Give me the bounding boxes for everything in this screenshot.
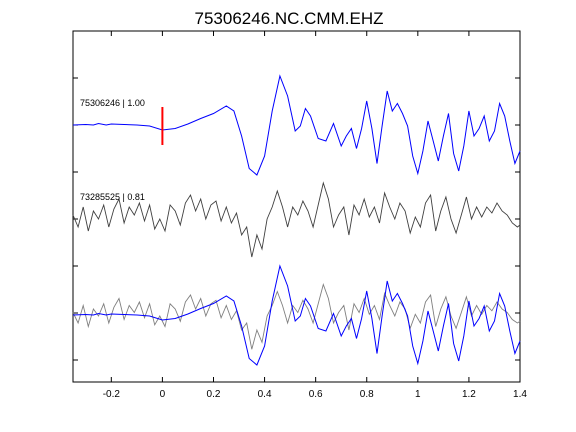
x-tick-label: -0.2 xyxy=(103,389,121,400)
overlay-correlated-line xyxy=(72,282,521,350)
y-axis-ticks xyxy=(73,77,520,361)
waveform-traces xyxy=(72,74,521,366)
x-tick-label: 1.2 xyxy=(462,389,476,400)
trace-master-line xyxy=(72,74,521,176)
trace-label-master: 75306246 | 1.00 xyxy=(80,98,145,108)
chart-title: 75306246.NC.CMM.EHZ xyxy=(195,9,384,28)
x-tick-label: 1.4 xyxy=(513,389,527,400)
x-tick-label: 0.6 xyxy=(309,389,323,400)
trace-label-correlated: 73285525 | 0.81 xyxy=(80,192,145,202)
x-axis: -0.2 0 0.2 0.4 0.6 0.8 1 1.2 1.4 xyxy=(103,31,527,400)
overlay-master-line xyxy=(72,264,521,366)
trace-correlated-line xyxy=(72,181,521,258)
x-tick-label: 0.8 xyxy=(360,389,374,400)
plot-frame xyxy=(72,30,521,383)
x-tick-label: 0.4 xyxy=(258,389,272,400)
x-tick-label: 0 xyxy=(160,389,166,400)
x-tick-label: 0.2 xyxy=(207,389,221,400)
x-tick-label: 1 xyxy=(415,389,421,400)
